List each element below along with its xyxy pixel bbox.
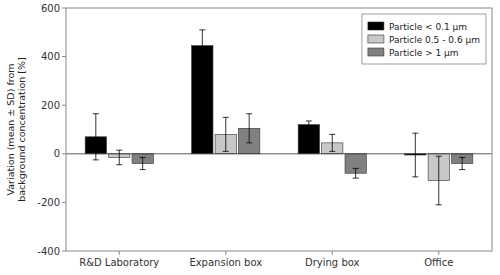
y-tick-label: -400 (37, 246, 60, 257)
error-cap (329, 151, 335, 152)
error-cap (306, 128, 312, 129)
error-bar (412, 133, 418, 177)
x-tick (225, 251, 226, 255)
error-stem (225, 117, 226, 151)
y-axis-label-line: background concentration [%] (16, 57, 27, 201)
legend-swatch (368, 22, 384, 30)
error-cap (459, 157, 465, 158)
y-tick-label: 0 (54, 148, 60, 159)
error-bar (116, 150, 122, 165)
y-tick-label: 600 (41, 3, 60, 14)
y-tick (62, 202, 66, 203)
error-bar (329, 134, 335, 151)
error-cap (199, 29, 205, 30)
x-tick-label: Office (424, 257, 453, 268)
error-cap (199, 61, 205, 62)
plot-marks (66, 30, 492, 205)
error-stem (142, 157, 143, 169)
y-tick-label: 400 (41, 51, 60, 62)
error-cap (436, 156, 442, 157)
bar (298, 125, 319, 154)
error-stem (308, 121, 309, 128)
y-tick (62, 56, 66, 57)
error-cap (459, 169, 465, 170)
error-bar (246, 114, 252, 143)
legend-label: Particle 0.5 - 0.6 μm (389, 35, 480, 45)
error-stem (119, 150, 120, 165)
y-tick (62, 105, 66, 106)
chart: -400 -200 0 200 400 600 R&D Laboratory Expansio… (0, 0, 500, 275)
error-cap (436, 204, 442, 205)
zero-line (66, 153, 492, 154)
error-bar (199, 30, 205, 62)
y-tick-label: 200 (41, 100, 60, 111)
error-bar (93, 114, 99, 160)
error-cap (223, 151, 229, 152)
x-tick-label: R&D Laboratory (79, 257, 159, 268)
error-bar (353, 168, 359, 178)
error-stem (332, 134, 333, 151)
legend-label: Particle < 0.1 μm (389, 22, 467, 32)
error-cap (306, 120, 312, 121)
x-tick (332, 251, 333, 255)
error-cap (412, 133, 418, 134)
legend: Particle < 0.1 μm Particle 0.5 - 0.6 μm Pa… (362, 14, 486, 64)
error-cap (246, 142, 252, 143)
error-cap (140, 157, 146, 158)
x-tick (438, 251, 439, 255)
error-cap (93, 113, 99, 114)
error-stem (438, 156, 439, 205)
y-tick-label: -200 (37, 197, 60, 208)
x-tick (119, 251, 120, 255)
bar (192, 46, 213, 154)
y-axis-label: Variation (mean ± SD) frombackground con… (5, 57, 27, 201)
y-axis-label-line: Variation (mean ± SD) from (5, 64, 16, 196)
error-stem (249, 114, 250, 143)
plot-frame (66, 8, 492, 251)
error-stem (462, 157, 463, 169)
error-cap (140, 169, 146, 170)
error-bar (459, 157, 465, 169)
x-tick-label: Expansion box (189, 257, 262, 268)
error-stem (95, 114, 96, 160)
error-cap (116, 150, 122, 151)
y-tick (62, 153, 66, 154)
error-cap (412, 176, 418, 177)
x-tick-label: Drying box (305, 257, 360, 268)
error-cap (116, 164, 122, 165)
error-bar (140, 157, 146, 169)
y-tick (62, 8, 66, 9)
error-bar (223, 117, 229, 151)
error-cap (353, 168, 359, 169)
legend-box (362, 14, 486, 64)
error-cap (223, 117, 229, 118)
error-cap (329, 134, 335, 135)
y-tick (62, 251, 66, 252)
error-bar (436, 156, 442, 205)
error-bar (306, 121, 312, 128)
error-stem (202, 30, 203, 62)
error-cap (246, 113, 252, 114)
legend-swatch (368, 48, 384, 56)
error-cap (353, 178, 359, 179)
legend-label: Particle > 1 μm (389, 48, 459, 58)
legend-swatch (368, 35, 384, 43)
error-stem (415, 133, 416, 177)
error-cap (93, 159, 99, 160)
error-stem (355, 168, 356, 178)
